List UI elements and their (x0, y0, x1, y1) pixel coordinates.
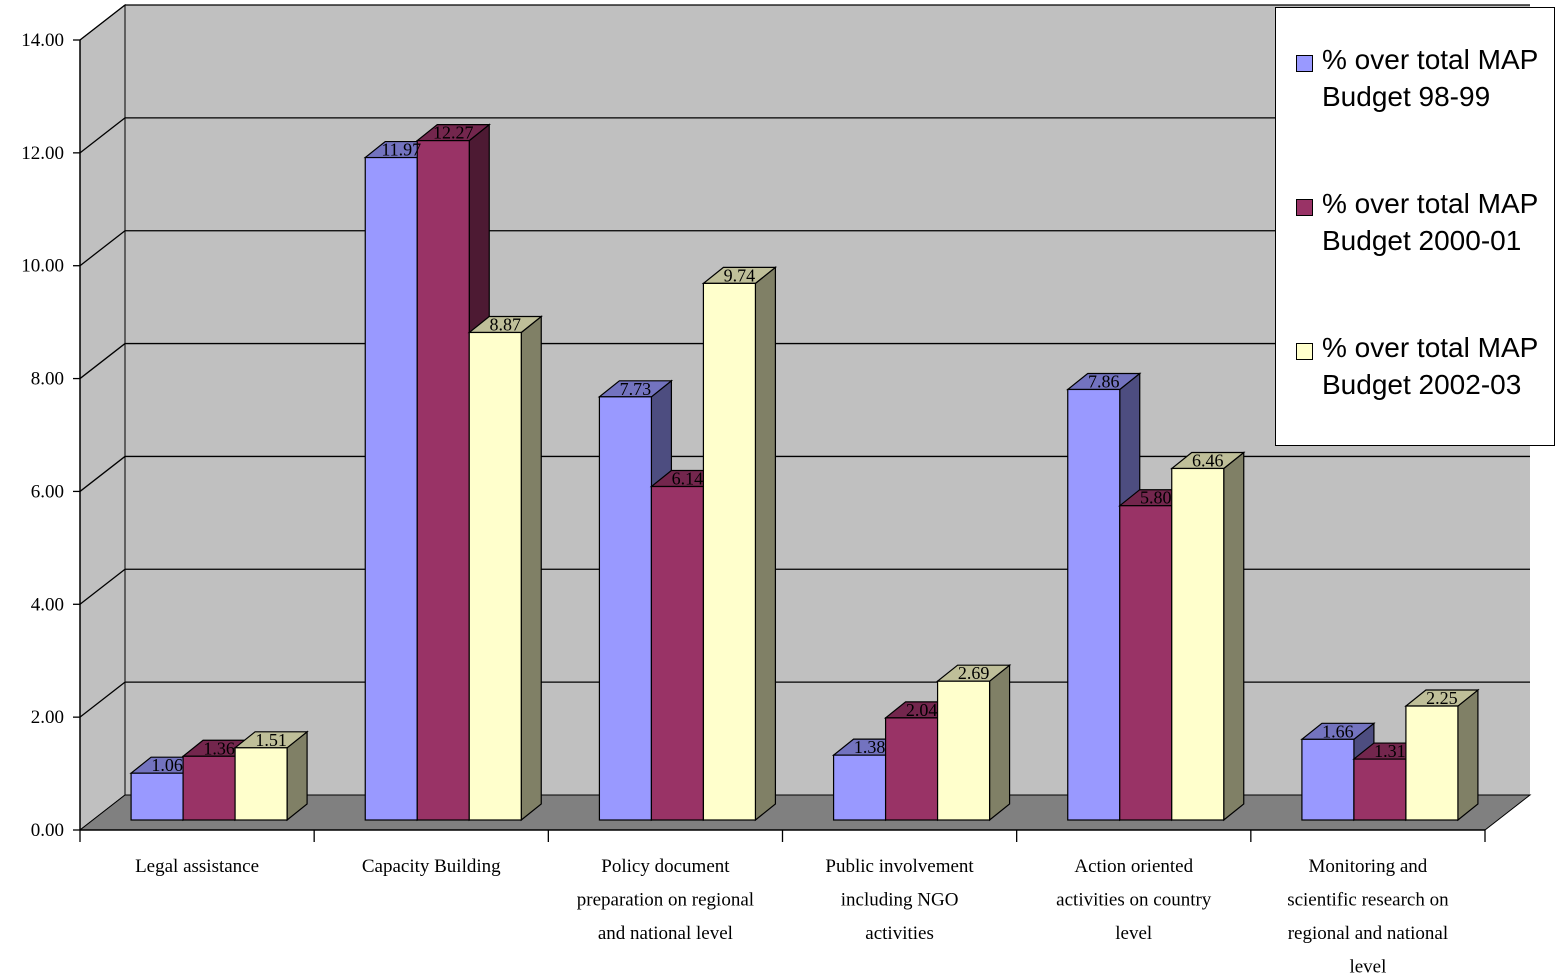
y-tick-label: 4.00 (31, 594, 64, 615)
gridline-side (79, 681, 126, 718)
bar-front (1067, 388, 1121, 821)
data-label: 2.04 (906, 700, 938, 720)
bar (467, 315, 543, 822)
bar-front (832, 754, 887, 821)
bar-side (1223, 451, 1245, 822)
bar (701, 266, 778, 822)
bar-front (650, 485, 705, 821)
x-tick-labels: Legal assistance Capacity Building Policy … (135, 856, 1449, 975)
legend-label: % over total MAP Budget 98-99 (1322, 44, 1539, 112)
data-label: 2.69 (958, 663, 990, 683)
bar (935, 663, 1012, 822)
data-label: 12.27 (433, 123, 474, 143)
data-label: 2.25 (1426, 688, 1458, 708)
x-tick-label: Public involvement including NGO activitie… (825, 856, 974, 944)
y-tick-label: 12.00 (21, 143, 64, 164)
y-tick-label: 2.00 (31, 707, 64, 728)
legend-label: % over total MAP Budget 2000-01 (1322, 188, 1539, 256)
data-labels: 1.06 1.36 1.51 11.97 12.27 8.87 7.73 6.14 9.74 1.… (151, 123, 1457, 776)
y-tick-label: 8.00 (31, 369, 64, 390)
x-tick-label-line: Action oriented (1074, 856, 1193, 877)
bar-front (1405, 705, 1459, 821)
bar-front (468, 331, 522, 821)
x-tick-label-line: Public involvement (825, 856, 974, 877)
data-label: 1.31 (1374, 741, 1406, 761)
data-label: 7.86 (1088, 371, 1120, 391)
gridline-side (79, 343, 126, 380)
x-tick-label-line: and national level (598, 923, 733, 944)
x-tick-label-line: Capacity Building (362, 856, 501, 877)
bar (1170, 451, 1246, 822)
bar-side (520, 315, 542, 822)
bar-front (1171, 467, 1225, 821)
y-tick-label: 6.00 (31, 481, 64, 502)
bar (1404, 688, 1480, 822)
x-tick-label-line: Legal assistance (135, 856, 259, 877)
gridline-side (79, 230, 126, 267)
x-tick-label-line: Monitoring and (1309, 856, 1428, 877)
x-tick-label-line: Policy document (601, 856, 730, 877)
data-label: 1.66 (1322, 721, 1354, 741)
bar-front (702, 282, 757, 821)
x-tick-label-line: activities on country (1056, 890, 1212, 911)
bar-front (1301, 738, 1355, 821)
y-tick-labels: 0.00 2.00 4.00 6.00 8.00 10.00 12.00 14.00 (21, 30, 64, 841)
legend-swatch (1296, 343, 1313, 360)
x-tick-label-line: preparation on regional (577, 890, 754, 911)
data-label: 7.73 (620, 379, 652, 399)
x-tick-label: Monitoring and scientific research on regi… (1287, 856, 1449, 975)
bar-front (884, 717, 939, 821)
data-label: 1.36 (203, 738, 235, 758)
bar-front (1353, 758, 1407, 821)
y-tick-label: 14.00 (21, 30, 64, 51)
gridline-side (79, 117, 126, 154)
data-label: 8.87 (490, 314, 522, 334)
gridline-side (79, 4, 126, 41)
data-label: 6.14 (672, 469, 704, 489)
gridline-side (79, 568, 126, 605)
bar-front (234, 747, 288, 821)
bar-front (182, 755, 236, 821)
y-tick-label: 10.00 (21, 256, 64, 277)
data-label: 1.06 (151, 755, 183, 775)
bar-front (1119, 505, 1173, 821)
legend-swatch (1296, 55, 1313, 72)
bar-front (364, 156, 418, 821)
bar (233, 730, 309, 822)
data-label: 1.38 (854, 737, 886, 757)
bars (129, 123, 1480, 822)
data-label: 5.80 (1140, 488, 1172, 508)
bar-front (416, 140, 470, 821)
bar-front (130, 772, 184, 821)
bar-side (754, 266, 777, 822)
data-label: 9.74 (724, 265, 756, 285)
legend-swatch (1296, 199, 1313, 216)
bar-front (598, 396, 653, 821)
y-tick-label: 0.00 (31, 820, 64, 841)
bar-side (988, 663, 1011, 822)
data-label: 6.46 (1192, 450, 1224, 470)
x-tick-label-line: regional and national (1288, 923, 1448, 944)
bar-front (936, 680, 991, 821)
x-tick-label-line: activities (865, 923, 934, 944)
legend-label: % over total MAP Budget 2002-03 (1322, 332, 1539, 400)
x-tick-label: Capacity Building (362, 856, 501, 877)
legend: % over total MAP Budget 98-99 % over tot… (1275, 7, 1555, 446)
axes (73, 5, 1486, 842)
x-tick-label-line: including NGO (841, 890, 959, 911)
x-tick-label-line: level (1349, 957, 1386, 975)
data-label: 11.97 (381, 140, 421, 160)
x-tick-label-line: level (1115, 923, 1152, 944)
data-label: 1.51 (255, 730, 287, 750)
x-tick-label-line: scientific research on (1287, 890, 1449, 911)
x-tick-label: Action oriented activities on country leve… (1056, 856, 1212, 944)
bar-side (1457, 688, 1479, 822)
x-tick-label: Policy document preparation on regional an… (577, 856, 754, 944)
gridline-side (79, 455, 126, 492)
side-wall (79, 3, 126, 832)
x-tick-label: Legal assistance (135, 856, 259, 877)
